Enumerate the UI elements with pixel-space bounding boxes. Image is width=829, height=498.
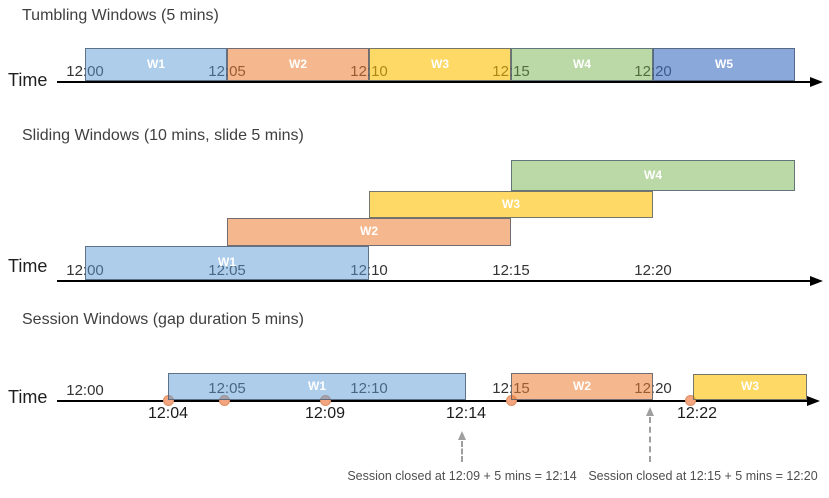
window-label-w3: W3 <box>741 379 759 393</box>
event-time-label: 12:14 <box>445 405 487 422</box>
session-axis-line <box>57 400 807 402</box>
session-axis-arrow-icon <box>807 396 820 406</box>
dashed-arrow-line <box>649 417 651 462</box>
window-bar-w1 <box>168 373 466 400</box>
event-time-label: 12:09 <box>304 405 346 422</box>
window-bar-w2 <box>227 48 369 81</box>
window-bar-w2 <box>511 373 653 400</box>
tumbling-section-title: Tumbling Windows (5 mins) <box>22 7 219 24</box>
window-label-w1: W1 <box>308 378 326 393</box>
sliding-axis-line <box>57 280 810 282</box>
session-section-title: Session Windows (gap duration 5 mins) <box>22 311 304 328</box>
event-dot <box>685 395 696 406</box>
tick-label: 12:20 <box>634 262 672 279</box>
tumbling-time-axis-label: Time <box>8 70 48 90</box>
window-bar-w4 <box>511 48 653 81</box>
dashed-arrow-line <box>461 441 463 462</box>
window-label-w4: W4 <box>573 56 591 71</box>
tumbling-axis-line <box>57 81 810 83</box>
tick-label: 12:15 <box>492 262 530 279</box>
tick-label: 12:00 <box>66 382 104 399</box>
window-bar-w1 <box>85 48 227 81</box>
window-bar-w3 <box>369 48 511 81</box>
window-bar-w1 <box>85 246 369 280</box>
window-label-w3: W3 <box>502 196 520 211</box>
window-bar-w3 <box>369 191 653 218</box>
dashed-arrow-up-icon <box>646 407 654 416</box>
window-label-w5: W5 <box>715 56 733 71</box>
session-closed-annotation-2: Session closed at 12:15 + 5 mins = 12:20 <box>588 469 818 483</box>
window-bar-w4 <box>511 160 795 191</box>
window-label-w2: W2 <box>573 378 591 393</box>
dashed-arrow-up-icon <box>458 431 466 440</box>
session-time-axis-label: Time <box>8 387 48 407</box>
window-bar-w5 <box>653 48 795 81</box>
sliding-section-title: Sliding Windows (10 mins, slide 5 mins) <box>22 127 304 144</box>
window-label-w4: W4 <box>644 167 662 182</box>
sliding-axis-arrow-icon <box>810 276 823 286</box>
event-time-label: 12:04 <box>147 405 189 422</box>
window-label-w3: W3 <box>431 56 449 71</box>
window-bar-w3 <box>693 374 807 400</box>
event-time-label: 12:22 <box>676 405 718 422</box>
window-label-w2: W2 <box>360 224 378 238</box>
window-bar-w2 <box>227 218 511 246</box>
tumbling-axis-arrow-icon <box>810 77 823 87</box>
window-label-w1: W1 <box>218 255 236 269</box>
sliding-time-axis-label: Time <box>8 256 48 276</box>
session-closed-annotation-1: Session closed at 12:09 + 5 mins = 12:14 <box>347 469 577 483</box>
window-label-w2: W2 <box>289 56 307 71</box>
window-label-w1: W1 <box>147 56 165 71</box>
